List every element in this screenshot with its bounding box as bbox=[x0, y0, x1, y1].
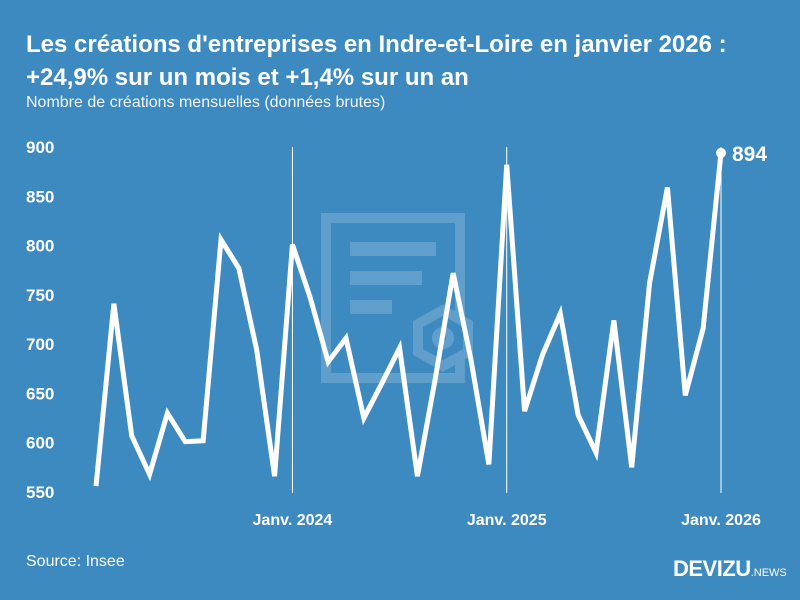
chart-subtitle: Nombre de créations mensuelles (données … bbox=[26, 94, 386, 111]
title-line-2: +24,9% sur un mois et +1,4% sur un an bbox=[26, 64, 469, 91]
last-value-label: 894 bbox=[732, 143, 767, 166]
logo-suffix: NEWS bbox=[753, 567, 787, 579]
devizu-logo: DEVIZU.NEWS bbox=[673, 556, 787, 581]
source-note: Source: Insee bbox=[26, 553, 125, 570]
logo-main: DEVIZU bbox=[673, 556, 751, 581]
x-tick-label: Janv. 2024 bbox=[253, 512, 333, 529]
x-tick-label: Janv. 2026 bbox=[681, 512, 761, 529]
series-line bbox=[93, 152, 724, 487]
y-tick-label: 750 bbox=[26, 286, 54, 305]
data-point bbox=[716, 147, 726, 158]
chart-title: Les créations d'entreprises en Indre-et-… bbox=[26, 28, 727, 94]
x-tick-label: Janv. 2025 bbox=[467, 512, 547, 529]
y-tick-label: 600 bbox=[26, 434, 54, 453]
title-line-1: Les créations d'entreprises en Indre-et-… bbox=[26, 31, 727, 58]
y-tick-label: 700 bbox=[26, 335, 54, 354]
y-tick-label: 800 bbox=[26, 237, 54, 256]
y-tick-label: 850 bbox=[26, 187, 54, 206]
y-tick-label: 900 bbox=[26, 138, 54, 157]
y-tick-label: 550 bbox=[26, 483, 54, 502]
y-tick-label: 650 bbox=[26, 384, 54, 403]
